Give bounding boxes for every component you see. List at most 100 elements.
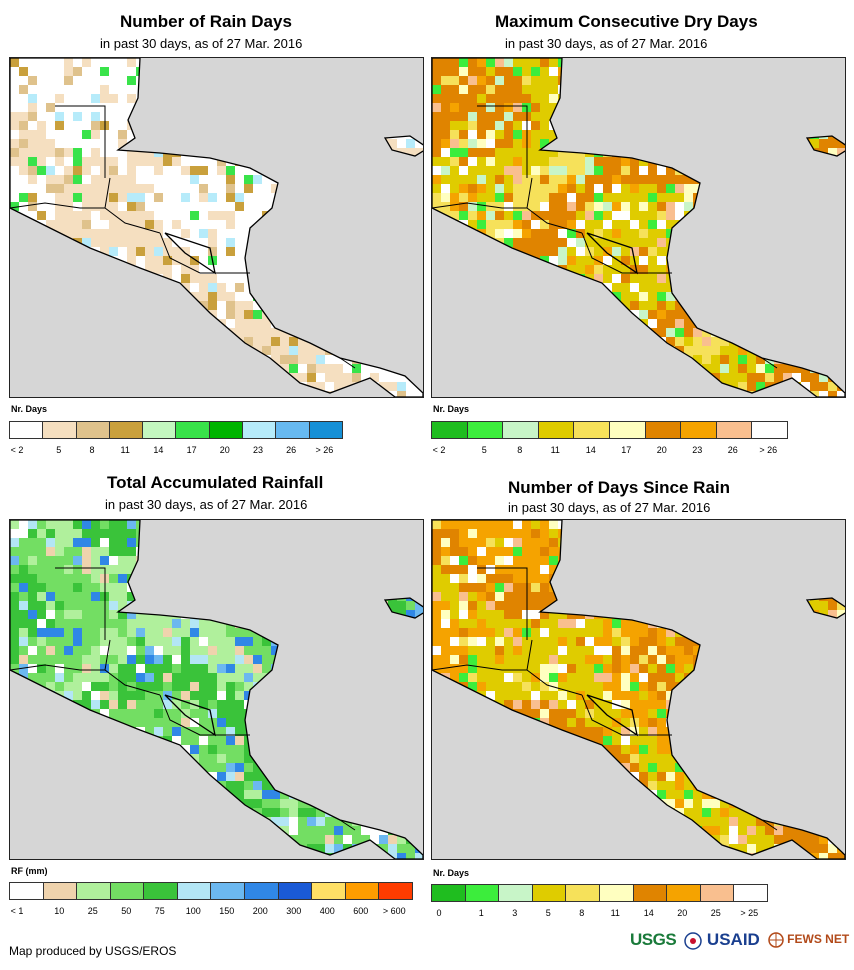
- legend-tick-label: 5: [545, 908, 551, 918]
- legend-swatch: [432, 885, 466, 901]
- legend-swatch: [143, 422, 177, 438]
- legend-tick-label: 8: [517, 445, 523, 455]
- legend-tick-label: < 2: [432, 445, 446, 455]
- legend-tick-label: 10: [54, 906, 65, 916]
- panel-subtitle: in past 30 days, as of 27 Mar. 2016: [508, 500, 711, 515]
- legend-swatch: [700, 885, 735, 901]
- coastline: [10, 520, 423, 859]
- coastline: [432, 58, 845, 397]
- legend-swatch: [681, 422, 717, 438]
- legend-tick-label: 23: [692, 445, 703, 455]
- legend-tick-label: 25: [710, 908, 721, 918]
- usgs-logo: USGS: [630, 930, 677, 949]
- legend-tick-label: 14: [585, 445, 596, 455]
- legend-tick-label: 200: [252, 906, 268, 916]
- map-canvas: [10, 58, 423, 397]
- country-border: [104, 669, 161, 696]
- legend-swatch: [574, 422, 610, 438]
- legend-tick-label: 0: [436, 908, 442, 918]
- legend-swatch: [245, 883, 279, 899]
- country-border: [339, 819, 356, 831]
- legend-tick-label: 300: [286, 906, 302, 916]
- usaid-logo: USAID: [684, 930, 760, 950]
- legend-swatch: [734, 885, 767, 901]
- legend-tick-label: 14: [643, 908, 654, 918]
- country-border: [526, 207, 583, 234]
- logo-row: USGS USAID FEWS NET: [630, 930, 849, 950]
- country-border: [526, 669, 583, 696]
- legend-tick-label: < 2: [10, 445, 24, 455]
- country-border: [159, 232, 220, 274]
- legend-tick-label: 400: [319, 906, 335, 916]
- country-border: [10, 177, 111, 209]
- legend-bar: [431, 421, 788, 439]
- legend-tick-label: 17: [186, 445, 197, 455]
- legend-ticks: < 2 5 8 11 14 17 20 23 26 > 26: [431, 445, 786, 457]
- legend-tick-label: 75: [154, 906, 165, 916]
- legend-bar: [9, 882, 413, 900]
- legend-swatch: [276, 422, 310, 438]
- country-border: [159, 694, 220, 736]
- country-border: [581, 694, 642, 736]
- legend-swatch: [467, 422, 504, 438]
- legend-swatch: [110, 883, 145, 899]
- map-canvas: [10, 520, 423, 859]
- coastline: [10, 58, 423, 397]
- map-rain-days: [9, 57, 424, 398]
- panel-subtitle: in past 30 days, as of 27 Mar. 2016: [100, 36, 303, 51]
- country-border: [581, 232, 642, 274]
- legend-swatch: [176, 422, 210, 438]
- legend-bar: [431, 884, 768, 902]
- legend-swatch: [345, 883, 380, 899]
- panel-title: Maximum Consecutive Dry Days: [495, 12, 758, 31]
- legend-tick-label: 50: [121, 906, 132, 916]
- legend-swatch: [312, 883, 346, 899]
- legend-swatch: [432, 422, 468, 438]
- country-border: [761, 819, 778, 831]
- legend-swatch: [599, 885, 634, 901]
- country-border: [55, 567, 106, 640]
- panel-title: Number of Rain Days: [120, 12, 292, 31]
- country-border: [477, 567, 528, 640]
- legend-tick-label: 11: [120, 445, 130, 455]
- legend-swatch: [278, 883, 313, 899]
- country-border: [432, 639, 533, 671]
- country-border: [432, 177, 533, 209]
- legend-tick-label: 11: [550, 445, 560, 455]
- legend-tick-label: 26: [286, 445, 297, 455]
- coastline: [805, 597, 845, 619]
- legend-swatch: [309, 422, 342, 438]
- legend-tick-label: 600: [353, 906, 369, 916]
- map-max-dry-days: [431, 57, 846, 398]
- legend-ticks: < 1 10 25 50 75 100 150 200 300 400 600 > 600: [9, 906, 411, 918]
- legend-tick-label: 150: [219, 906, 235, 916]
- country-border: [671, 292, 698, 329]
- panel-title: Number of Days Since Rain: [508, 478, 731, 497]
- legend-swatch: [109, 422, 144, 438]
- legend-swatch: [43, 883, 78, 899]
- legend-tick-label: > 26: [315, 445, 334, 455]
- usaid-logo-text: USAID: [706, 930, 760, 949]
- legend-title: Nr. Days: [433, 404, 470, 414]
- legend-tick-label: 8: [89, 445, 95, 455]
- fews-net-logo-text: FEWS NET: [787, 932, 850, 947]
- map-total-rainfall: [9, 519, 424, 860]
- legend-tick-label: 100: [185, 906, 201, 916]
- country-border: [761, 357, 778, 369]
- country-border: [339, 357, 356, 369]
- legend-tick-label: > 26: [759, 445, 778, 455]
- legend-tick-label: 26: [727, 445, 738, 455]
- country-border: [477, 105, 528, 178]
- legend-swatch: [10, 883, 44, 899]
- legend-title: Nr. Days: [11, 404, 48, 414]
- legend-swatch: [752, 422, 787, 438]
- legend-tick-label: > 600: [382, 906, 406, 916]
- legend-swatch: [609, 422, 646, 438]
- country-border: [55, 105, 106, 178]
- legend-swatch: [532, 885, 567, 901]
- legend-swatch: [177, 883, 212, 899]
- legend-title: RF (mm): [11, 866, 48, 876]
- legend-swatch: [77, 883, 111, 899]
- coastline: [432, 520, 845, 859]
- legend-swatch: [633, 885, 668, 901]
